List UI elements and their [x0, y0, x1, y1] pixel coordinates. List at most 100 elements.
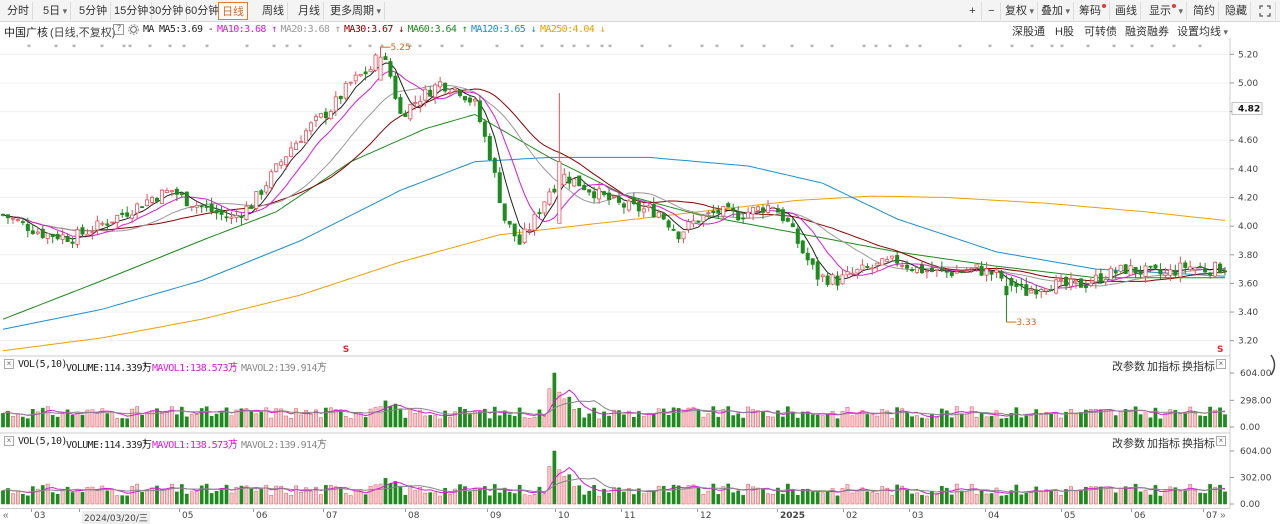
event-mark-icon[interactable]: *: [1130, 43, 1134, 52]
switch-indicator-button[interactable]: 换指标: [1182, 438, 1215, 450]
close-panel-icon[interactable]: ×: [1216, 436, 1226, 446]
event-mark-icon[interactable]: *: [1150, 43, 1154, 52]
event-marker-icon[interactable]: S: [1217, 345, 1223, 355]
kline-chart[interactable]: * * * * * * * * * * * * * * * * * * * * * * * * * * * * * * * * * * * * * * * *…: [0, 0, 1280, 508]
settings-gear-icon[interactable]: [128, 24, 139, 38]
link-margin-trading[interactable]: 融资融券: [1125, 26, 1169, 38]
link-convertible-bond[interactable]: 可转债: [1084, 26, 1117, 38]
draw-line-button[interactable]: 画线: [1112, 2, 1141, 20]
event-mark-icon[interactable]: *: [572, 43, 576, 52]
display-dropdown[interactable]: 显示: [1146, 2, 1188, 20]
event-mark-icon[interactable]: *: [368, 43, 372, 52]
event-mark-icon[interactable]: *: [958, 43, 962, 52]
event-mark-icon[interactable]: *: [168, 43, 172, 52]
event-mark-icon[interactable]: *: [888, 43, 892, 52]
chips-button[interactable]: 筹码: [1076, 2, 1110, 20]
zoom-in-button[interactable]: +: [964, 2, 982, 20]
overlay-dropdown[interactable]: 叠加: [1038, 2, 1075, 20]
event-mark-icon[interactable]: *: [27, 43, 31, 52]
event-mark-icon[interactable]: *: [122, 43, 126, 52]
event-mark-icon[interactable]: *: [740, 43, 744, 52]
event-mark-icon[interactable]: *: [285, 43, 289, 52]
event-mark-icon[interactable]: *: [348, 43, 352, 52]
change-params-button[interactable]: 改参数: [1112, 438, 1145, 450]
event-mark-icon[interactable]: *: [148, 43, 152, 52]
event-mark-icon[interactable]: *: [54, 43, 58, 52]
event-mark-icon[interactable]: *: [440, 43, 444, 52]
event-mark-icon[interactable]: *: [560, 43, 564, 52]
more-periods-dropdown[interactable]: 更多周期: [327, 2, 386, 20]
period-monthly[interactable]: 月线: [295, 2, 324, 20]
add-indicator-button[interactable]: 加指标: [1147, 438, 1180, 450]
hide-button[interactable]: 隐藏: [1222, 2, 1251, 20]
event-mark-icon[interactable]: *: [1198, 43, 1202, 52]
event-mark-icon[interactable]: *: [586, 43, 590, 52]
period-fenshi[interactable]: 分时: [4, 2, 33, 20]
event-mark-icon[interactable]: *: [600, 43, 604, 52]
event-mark-icon[interactable]: *: [830, 43, 834, 52]
volume-bar: [1059, 417, 1063, 428]
event-mark-icon[interactable]: *: [862, 43, 866, 52]
close-panel-icon[interactable]: ×: [4, 436, 14, 446]
event-mark-icon[interactable]: *: [245, 43, 249, 52]
link-h-share[interactable]: H股: [1055, 26, 1074, 38]
event-mark-icon[interactable]: *: [205, 43, 209, 52]
simple-mode-button[interactable]: 简约: [1190, 2, 1219, 20]
event-mark-icon[interactable]: *: [418, 43, 422, 52]
change-params-button[interactable]: 改参数: [1112, 361, 1145, 373]
zoom-out-button[interactable]: −: [983, 2, 1001, 20]
event-mark-icon[interactable]: *: [128, 43, 132, 52]
event-mark-icon[interactable]: *: [668, 43, 672, 52]
panel-collapse-handle[interactable]: [1268, 350, 1280, 380]
event-mark-icon[interactable]: *: [1050, 43, 1054, 52]
event-mark-icon[interactable]: *: [918, 43, 922, 52]
event-mark-icon[interactable]: *: [520, 43, 524, 52]
scroll-left-icon[interactable]: «: [3, 510, 9, 521]
event-mark-icon[interactable]: *: [495, 43, 499, 52]
event-mark-icon[interactable]: *: [540, 43, 544, 52]
link-shenzhen-connect[interactable]: 深股通: [1012, 26, 1045, 38]
event-mark-icon[interactable]: *: [1112, 43, 1116, 52]
event-mark-icon[interactable]: *: [1060, 43, 1064, 52]
period-15min[interactable]: 15分钟: [111, 2, 153, 20]
event-mark-icon[interactable]: *: [810, 43, 814, 52]
event-marker-icon[interactable]: S: [343, 345, 349, 355]
period-daily[interactable]: 日线: [218, 2, 248, 20]
period-5day[interactable]: 5日: [40, 2, 72, 20]
event-mark-icon[interactable]: *: [700, 43, 704, 52]
switch-indicator-button[interactable]: 换指标: [1182, 361, 1215, 373]
event-mark-icon[interactable]: *: [1030, 43, 1034, 52]
event-mark-icon[interactable]: *: [762, 43, 766, 52]
event-mark-icon[interactable]: *: [715, 43, 719, 52]
event-mark-icon[interactable]: *: [1172, 43, 1176, 52]
event-mark-icon[interactable]: *: [1010, 43, 1014, 52]
close-panel-icon[interactable]: ×: [1216, 359, 1226, 369]
period-weekly[interactable]: 周线: [259, 2, 288, 20]
scroll-right-icon[interactable]: »: [1220, 510, 1226, 521]
event-mark-icon[interactable]: *: [182, 43, 186, 52]
event-mark-icon[interactable]: *: [298, 43, 302, 52]
expand-icon[interactable]: [1256, 2, 1276, 20]
event-mark-icon[interactable]: *: [640, 43, 644, 52]
event-mark-icon[interactable]: *: [608, 43, 612, 52]
help-icon[interactable]: ?: [113, 24, 124, 35]
event-mark-icon[interactable]: *: [100, 43, 104, 52]
event-mark-icon[interactable]: *: [874, 43, 878, 52]
event-mark-icon[interactable]: *: [905, 43, 909, 52]
event-mark-icon[interactable]: *: [460, 43, 464, 52]
event-mark-icon[interactable]: *: [408, 43, 412, 52]
period-30min[interactable]: 30分钟: [146, 2, 188, 20]
event-mark-icon[interactable]: *: [72, 43, 76, 52]
volume-bar: [502, 487, 507, 505]
event-mark-icon[interactable]: *: [988, 43, 992, 52]
time-axis-label: 05: [1064, 511, 1076, 521]
close-panel-icon[interactable]: ×: [4, 359, 14, 369]
candle-body: [492, 158, 497, 173]
event-mark-icon[interactable]: *: [1086, 43, 1090, 52]
ma-settings-dropdown[interactable]: 设置均线: [1177, 23, 1228, 39]
candle-body: [393, 75, 398, 99]
event-mark-icon[interactable]: *: [790, 43, 794, 52]
add-indicator-button[interactable]: 加指标: [1147, 361, 1180, 373]
event-mark-icon[interactable]: *: [272, 43, 276, 52]
period-5min[interactable]: 5分钟: [76, 2, 112, 20]
